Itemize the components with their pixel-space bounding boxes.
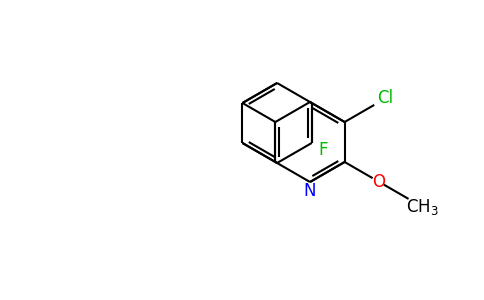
Text: O: O xyxy=(372,173,385,191)
Text: Cl: Cl xyxy=(378,89,393,107)
Text: CH$_3$: CH$_3$ xyxy=(406,197,439,217)
Text: F: F xyxy=(318,140,328,158)
Text: N: N xyxy=(304,182,316,200)
